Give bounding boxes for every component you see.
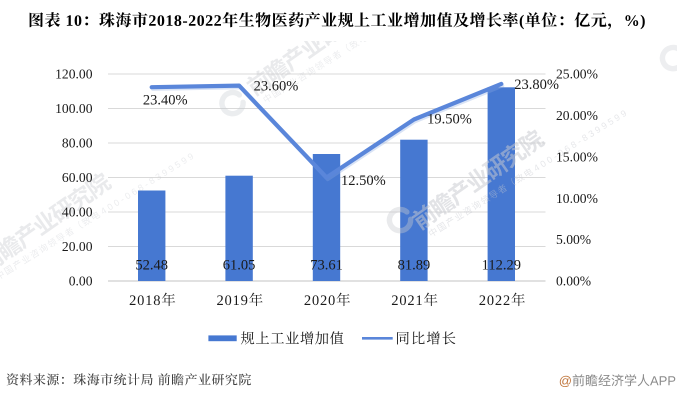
svg-text:25.00%: 25.00% bbox=[556, 67, 598, 82]
svg-text:20.00%: 20.00% bbox=[556, 108, 598, 123]
svg-text:20.00: 20.00 bbox=[62, 239, 93, 254]
svg-text:19.50%: 19.50% bbox=[427, 112, 472, 128]
svg-text:80.00: 80.00 bbox=[62, 136, 93, 151]
svg-text:73.61: 73.61 bbox=[310, 258, 343, 274]
svg-text:10.00%: 10.00% bbox=[556, 191, 598, 206]
svg-text:23.40%: 23.40% bbox=[143, 93, 188, 109]
svg-text:12.50%: 12.50% bbox=[341, 173, 386, 189]
svg-text:15.00%: 15.00% bbox=[556, 149, 598, 164]
svg-text:23.80%: 23.80% bbox=[514, 77, 559, 93]
svg-text:23.60%: 23.60% bbox=[254, 79, 299, 95]
svg-text:52.48: 52.48 bbox=[135, 258, 168, 274]
svg-text:120.00: 120.00 bbox=[55, 67, 93, 82]
svg-text:61.05: 61.05 bbox=[223, 258, 256, 274]
svg-text:112.29: 112.29 bbox=[482, 258, 521, 274]
svg-text:60.00: 60.00 bbox=[62, 170, 93, 185]
svg-text:0.00%: 0.00% bbox=[556, 274, 591, 289]
svg-text:100.00: 100.00 bbox=[55, 101, 93, 116]
svg-text:0.00: 0.00 bbox=[69, 274, 93, 289]
svg-text:81.89: 81.89 bbox=[398, 258, 431, 274]
svg-text:5.00%: 5.00% bbox=[556, 232, 591, 247]
svg-text:40.00: 40.00 bbox=[62, 205, 93, 220]
